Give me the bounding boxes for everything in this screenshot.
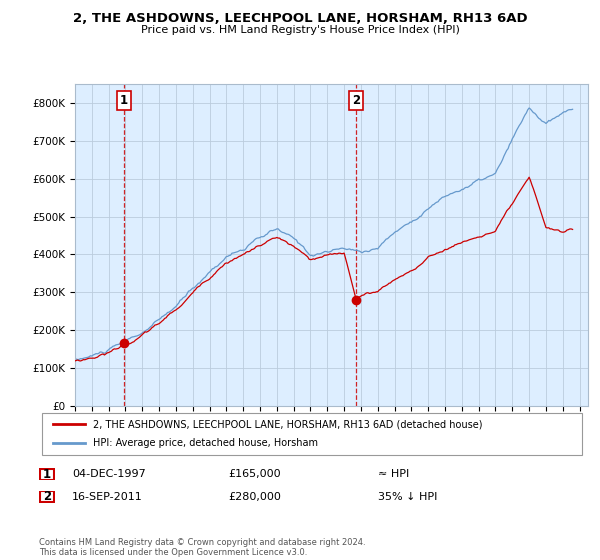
FancyBboxPatch shape [40,469,54,480]
Text: ≈ HPI: ≈ HPI [378,469,409,479]
Text: 2, THE ASHDOWNS, LEECHPOOL LANE, HORSHAM, RH13 6AD: 2, THE ASHDOWNS, LEECHPOOL LANE, HORSHAM… [73,12,527,25]
Text: Contains HM Land Registry data © Crown copyright and database right 2024.
This d: Contains HM Land Registry data © Crown c… [39,538,365,557]
Text: £165,000: £165,000 [228,469,281,479]
Text: 1: 1 [120,94,128,106]
Text: £280,000: £280,000 [228,492,281,502]
Text: 16-SEP-2011: 16-SEP-2011 [72,492,143,502]
Text: 1: 1 [43,468,51,481]
Text: Price paid vs. HM Land Registry's House Price Index (HPI): Price paid vs. HM Land Registry's House … [140,25,460,35]
Text: 2: 2 [352,94,360,106]
Text: HPI: Average price, detached house, Horsham: HPI: Average price, detached house, Hors… [94,438,319,448]
Text: 2: 2 [43,490,51,503]
FancyBboxPatch shape [42,413,582,455]
Text: 2, THE ASHDOWNS, LEECHPOOL LANE, HORSHAM, RH13 6AD (detached house): 2, THE ASHDOWNS, LEECHPOOL LANE, HORSHAM… [94,419,483,430]
FancyBboxPatch shape [40,491,54,502]
Text: 04-DEC-1997: 04-DEC-1997 [72,469,146,479]
Text: 35% ↓ HPI: 35% ↓ HPI [378,492,437,502]
